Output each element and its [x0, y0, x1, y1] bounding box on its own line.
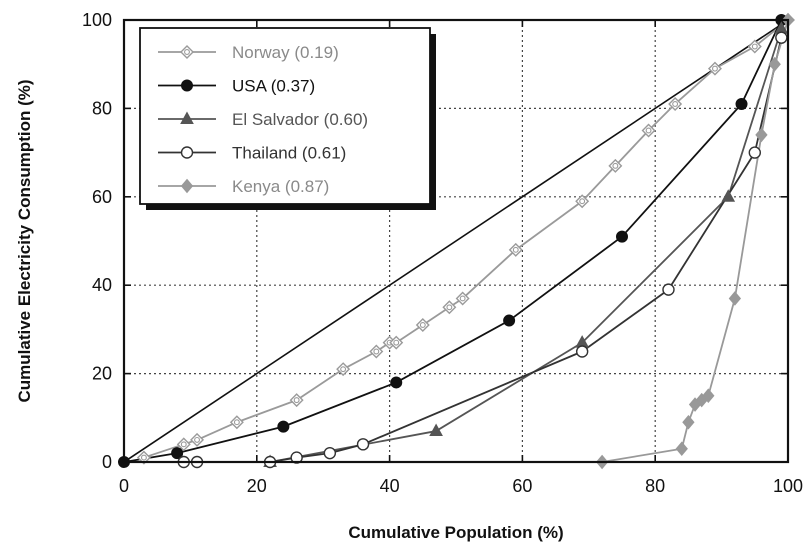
norway-point	[668, 96, 683, 111]
norway-point	[442, 300, 457, 315]
norway-point	[508, 242, 523, 257]
usa-point	[171, 447, 184, 460]
norway-point	[455, 291, 470, 306]
y-tick-label: 100	[82, 10, 112, 30]
legend-marker-kenya	[180, 178, 194, 194]
norway-line	[143, 20, 788, 459]
norway-point	[176, 437, 191, 452]
norway-point	[190, 432, 205, 447]
norway-point	[707, 61, 722, 76]
legend-marker-usa	[181, 79, 193, 92]
norway-point	[575, 194, 590, 209]
x-tick-label: 40	[380, 476, 400, 496]
equality-line	[124, 20, 788, 462]
legend-label-usa: USA (0.37)	[232, 77, 315, 96]
kenya-point	[682, 414, 695, 430]
usa-point	[390, 376, 403, 389]
legend-marker-el-salvador	[180, 111, 194, 124]
series-markers	[118, 12, 795, 470]
usa-point	[735, 97, 748, 110]
legend-marker-thailand	[180, 146, 194, 159]
y-tick-label: 20	[92, 364, 112, 384]
y-tick-label: 80	[92, 98, 112, 118]
norway-point	[415, 317, 430, 332]
norway-point	[136, 450, 151, 465]
axis-ticks: 0 20 40 60 80 100 0 20 40 60 80 100	[82, 10, 803, 496]
thailand-point	[662, 283, 675, 296]
norway-point	[641, 123, 656, 138]
norway-point	[229, 415, 244, 430]
usa-point	[277, 420, 290, 433]
el-salvador-point	[721, 189, 736, 202]
el-salvador-point	[429, 423, 443, 437]
thailand-point	[323, 446, 337, 460]
y-tick-label: 60	[92, 187, 112, 207]
kenya-point	[728, 291, 742, 306]
thailand-point	[748, 146, 761, 159]
norway-point	[369, 344, 384, 359]
thailand-point	[356, 438, 370, 451]
y-tick-label: 40	[92, 275, 112, 295]
y-axis-title: Cumulative Electricity Consumption (%)	[15, 79, 34, 402]
legend: Norway (0.19) USA (0.37) El Salvador (0.60…	[139, 27, 436, 210]
plot-frame	[122, 18, 790, 464]
thailand-point	[775, 31, 788, 44]
kenya-point	[768, 56, 781, 72]
legend-label-el-salvador: El Salvador (0.60)	[232, 110, 368, 129]
norway-point	[389, 335, 404, 350]
x-tick-label: 100	[773, 476, 803, 496]
norway-point	[289, 393, 304, 408]
norway-point	[336, 362, 351, 377]
x-tick-label: 80	[645, 476, 665, 496]
norway-point	[608, 158, 623, 173]
usa-point	[503, 314, 516, 327]
legend-marker-norway	[180, 45, 194, 59]
kenya-point	[755, 127, 768, 143]
thailand-line	[183, 37, 783, 462]
norway-point	[747, 39, 762, 54]
usa-line	[124, 20, 783, 462]
x-tick-label: 20	[247, 476, 267, 496]
y-tick-label: 0	[102, 452, 112, 472]
legend-label-thailand: Thailand (0.61)	[232, 144, 346, 163]
legend-label-norway: Norway (0.19)	[232, 43, 339, 62]
usa-point	[616, 230, 628, 243]
x-tick-label: 0	[119, 476, 129, 496]
thailand-point	[575, 345, 589, 358]
x-tick-label: 60	[512, 476, 532, 496]
kenya-point	[702, 388, 715, 403]
kenya-point	[675, 441, 688, 457]
legend-label-kenya: Kenya (0.87)	[232, 177, 329, 196]
x-axis-title: Cumulative Population (%)	[348, 523, 563, 542]
